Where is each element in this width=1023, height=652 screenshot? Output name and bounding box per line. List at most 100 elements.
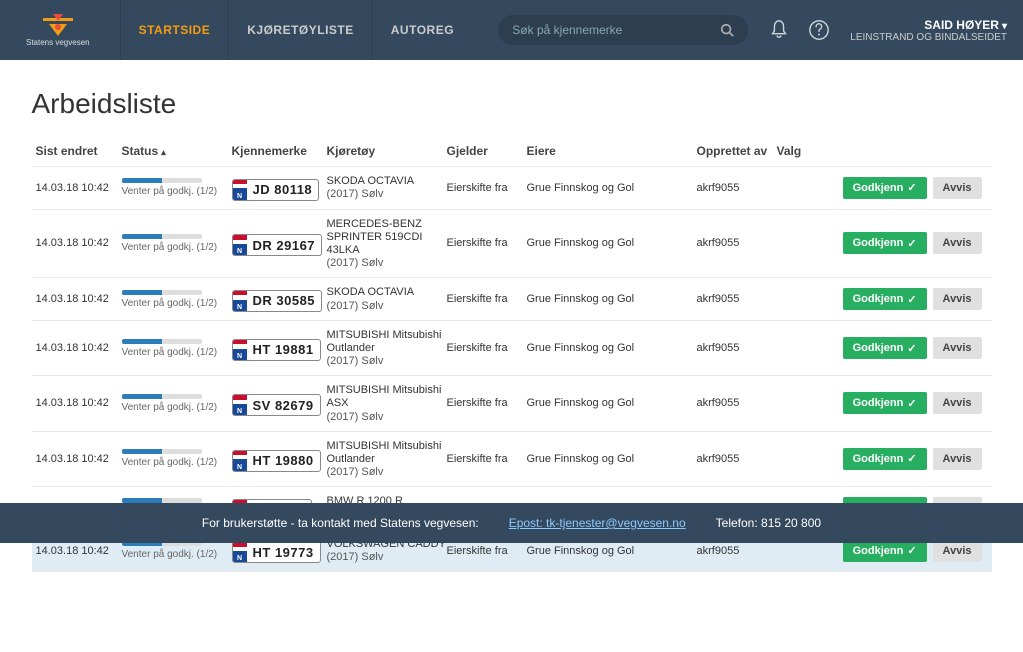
cell-opprettet: akrf9055 [697, 397, 777, 409]
table-header-row: Sist endret Status▴ Kjennemerke Kjøretøy… [32, 136, 992, 167]
plate-text: JD 80118 [247, 182, 319, 197]
nav-kjøretøyliste[interactable]: KJØRETØYLISTE [228, 0, 372, 60]
cell-status: Venter på godkj. (1/2) [122, 339, 232, 358]
cell-status: Venter på godkj. (1/2) [122, 290, 232, 309]
cell-vehicle: MERCEDES-BENZ SPRINTER 519CDI 43LKA(2017… [327, 218, 447, 270]
approve-button[interactable]: Godkjenn ✓ [843, 337, 927, 359]
status-text: Venter på godkj. (1/2) [122, 457, 232, 468]
col-kjennemerke[interactable]: Kjennemerke [232, 144, 327, 158]
cell-plate: NJD 80118 [232, 175, 327, 201]
cell-vehicle: MITSUBISHI Mitsubishi Outlander(2017) Sø… [327, 329, 447, 367]
search-input[interactable] [512, 23, 720, 37]
plate-text: SV 82679 [247, 398, 320, 413]
plate-text: HT 19881 [247, 342, 320, 357]
cell-actions: Godkjenn ✓ Avvis [777, 392, 992, 414]
plate-text: DR 29167 [247, 238, 322, 253]
check-icon: ✓ [907, 181, 916, 194]
cell-time: 14.03.18 10:42 [32, 397, 122, 409]
reject-button[interactable]: Avvis [933, 288, 982, 310]
progress-bar [122, 394, 202, 399]
nav-autoreg[interactable]: AUTOREG [372, 0, 472, 60]
cell-plate: NHT 19880 [232, 446, 327, 472]
nav-startside[interactable]: STARTSIDE [120, 0, 229, 60]
cell-status: Venter på godkj. (1/2) [122, 449, 232, 468]
cell-gjelder: Eierskifte fra [447, 182, 527, 194]
cell-eiere: Grue Finnskog og Gol [527, 182, 697, 194]
check-icon: ✓ [907, 293, 916, 306]
cell-time: 14.03.18 10:42 [32, 237, 122, 249]
col-status[interactable]: Status▴ [122, 144, 232, 158]
logo[interactable]: Statens vegvesen [16, 14, 100, 47]
plate-flag-icon: N [233, 180, 247, 200]
status-text: Venter på godkj. (1/2) [122, 298, 232, 309]
cell-actions: Godkjenn ✓ Avvis [777, 177, 992, 199]
search-icon[interactable] [720, 23, 734, 37]
cell-status: Venter på godkj. (1/2) [122, 234, 232, 253]
reject-button[interactable]: Avvis [933, 232, 982, 254]
col-kjoretoy[interactable]: Kjøretøy [327, 144, 447, 158]
progress-bar [122, 290, 202, 295]
user-org: LEINSTRAND OG BINDALSEIDET [850, 32, 1007, 43]
cell-plate: NSV 82679 [232, 391, 327, 417]
cell-opprettet: akrf9055 [697, 293, 777, 305]
user-menu[interactable]: SAID HØYER▾ LEINSTRAND OG BINDALSEIDET [850, 18, 1007, 43]
table-row[interactable]: 14.03.18 10:42Venter på godkj. (1/2)NDR … [32, 278, 992, 321]
cell-opprettet: akrf9055 [697, 545, 777, 557]
license-plate: NJD 80118 [232, 179, 320, 201]
table-row[interactable]: 14.03.18 10:42Venter på godkj. (1/2)NSV … [32, 376, 992, 431]
progress-bar [122, 339, 202, 344]
search-box[interactable] [498, 15, 748, 45]
header-bar: Statens vegvesen STARTSIDEKJØRETØYLISTEA… [0, 0, 1023, 60]
progress-bar [122, 178, 202, 183]
cell-gjelder: Eierskifte fra [447, 453, 527, 465]
sort-asc-icon: ▴ [161, 147, 166, 157]
approve-button[interactable]: Godkjenn ✓ [843, 392, 927, 414]
cell-vehicle: SKODA OCTAVIA(2017) Sølv [327, 286, 447, 311]
cell-status: Venter på godkj. (1/2) [122, 178, 232, 197]
col-eiere[interactable]: Eiere [527, 144, 697, 158]
table-row[interactable]: 14.03.18 10:42Venter på godkj. (1/2)NHT … [32, 432, 992, 487]
bell-icon[interactable] [768, 19, 790, 41]
approve-button[interactable]: Godkjenn ✓ [843, 232, 927, 254]
cell-eiere: Grue Finnskog og Gol [527, 397, 697, 409]
reject-button[interactable]: Avvis [933, 392, 982, 414]
approve-button[interactable]: Godkjenn ✓ [843, 288, 927, 310]
status-text: Venter på godkj. (1/2) [122, 347, 232, 358]
col-sist-endret[interactable]: Sist endret [32, 144, 122, 158]
progress-bar [122, 449, 202, 454]
reject-button[interactable]: Avvis [933, 448, 982, 470]
cell-actions: Godkjenn ✓ Avvis [777, 337, 992, 359]
license-plate: NHT 19880 [232, 450, 321, 472]
approve-button[interactable]: Godkjenn ✓ [843, 448, 927, 470]
status-text: Venter på godkj. (1/2) [122, 402, 232, 413]
check-icon: ✓ [907, 397, 916, 410]
plate-flag-icon: N [233, 395, 247, 415]
table-row[interactable]: 14.03.18 10:42Venter på godkj. (1/2)NHT … [32, 321, 992, 376]
cell-actions: Godkjenn ✓ Avvis [777, 448, 992, 470]
reject-button[interactable]: Avvis [933, 337, 982, 359]
footer-email-link[interactable]: Epost: tk-tjenester@vegvesen.no [509, 516, 686, 530]
cell-gjelder: Eierskifte fra [447, 545, 527, 557]
approve-button[interactable]: Godkjenn ✓ [843, 177, 927, 199]
page-title: Arbeidsliste [32, 88, 992, 120]
footer-phone: Telefon: 815 20 800 [716, 516, 821, 530]
col-opprettet[interactable]: Opprettet av [697, 144, 777, 158]
col-gjelder[interactable]: Gjelder [447, 144, 527, 158]
footer: For brukerstøtte - ta kontakt med Staten… [0, 503, 1023, 543]
check-icon: ✓ [907, 342, 916, 355]
license-plate: NSV 82679 [232, 394, 321, 416]
plate-flag-icon: N [233, 451, 247, 471]
check-icon: ✓ [907, 452, 916, 465]
cell-status: Venter på godkj. (1/2) [122, 394, 232, 413]
help-icon[interactable] [808, 19, 830, 41]
plate-text: HT 19880 [247, 453, 320, 468]
reject-button[interactable]: Avvis [933, 177, 982, 199]
table-row[interactable]: 14.03.18 10:42Venter på godkj. (1/2)NDR … [32, 210, 992, 279]
check-icon: ✓ [907, 544, 916, 557]
status-text: Venter på godkj. (1/2) [122, 186, 232, 197]
cell-actions: Godkjenn ✓ Avvis [777, 288, 992, 310]
cell-gjelder: Eierskifte fra [447, 293, 527, 305]
cell-vehicle: MITSUBISHI Mitsubishi Outlander(2017) Sø… [327, 440, 447, 478]
table-row[interactable]: 14.03.18 10:42Venter på godkj. (1/2)NJD … [32, 167, 992, 210]
cell-time: 14.03.18 10:42 [32, 182, 122, 194]
